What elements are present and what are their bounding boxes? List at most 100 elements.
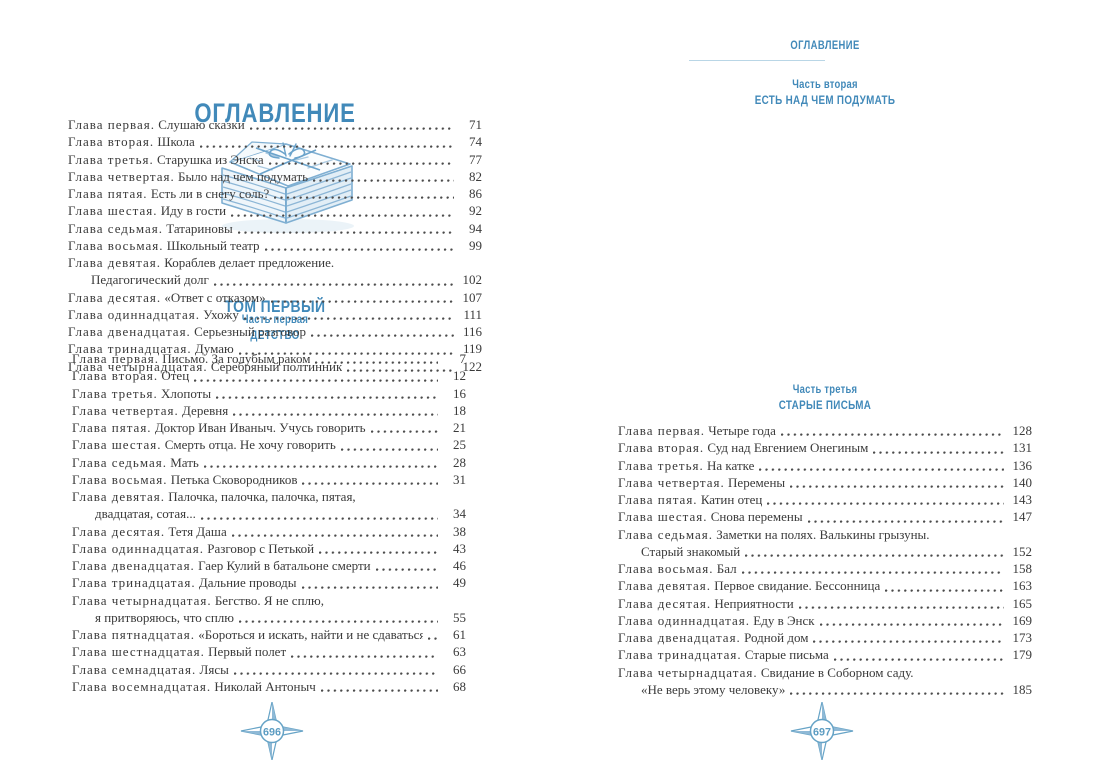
chapter-title: «Ответ с отказом» [161,289,266,305]
dot-leader [243,317,454,321]
dot-leader [264,248,454,252]
toc-entry-continuation-line: Старый знакомый 152 [618,543,1032,560]
toc-entry: Глава десятая. Неприятности 165 [618,595,1032,612]
toc-entry: Глава седьмая. Заметки на полях. Валькин… [618,526,1032,561]
toc-entry-line: Глава четвертая. Было над чем подумать 82 [68,168,482,185]
toc-entry-line: Глава седьмая. Мать 28 [72,454,466,471]
dot-leader [370,430,438,435]
toc-entry: Глава тринадцатая. Дальние проводы 49 [72,574,466,591]
dot-leader [311,334,454,339]
dot-leader [237,230,454,235]
chapter-label: Глава тринадцатая. [72,575,196,591]
dot-leader [301,585,438,590]
chapter-label: Глава восемнадцатая. [72,678,212,694]
toc-entry-line: Глава седьмая. Заметки на полях. Валькин… [618,526,1032,543]
toc-entry-line: Глава девятая. Первое свидание. Бессонни… [618,577,1032,594]
chapter-label: Глава двенадцатая. [72,558,195,573]
toc-entry-line: Глава пятая. Доктор Иван Иваныч. Учусь г… [72,419,466,436]
chapter-page-number: 66 [453,661,466,677]
toc-entry-line: Глава тринадцатая. Дальние проводы 49 [72,574,466,591]
right-folio-number: 697 [813,727,831,739]
dot-leader [807,519,1004,524]
dot-leader [759,467,1004,472]
chapter-page-number: 71 [469,117,482,132]
chapter-title: На катке [703,457,755,473]
toc-entry-line: Глава десятая. Тетя Даша 38 [72,523,466,540]
dot-leader [819,623,1004,627]
toc-main-title-text: ОГЛАВЛЕНИЕ [194,98,356,129]
toc-main-title: ОГЛАВЛЕНИЕ [0,98,550,129]
chapter-title: Бегство. Я не сплю, [211,592,324,608]
dot-leader [302,482,438,486]
chapter-title: Слушаю сказки [154,117,245,132]
chapter-title: Иду в гости [157,203,227,219]
toc-entry-line: Глава двенадцатая. Родной дом 173 [618,629,1032,646]
toc-entry: Глава одиннадцатая. Разговор с Петькой 43 [72,540,466,557]
chapter-page-number: 116 [462,324,482,339]
toc-entry-line: Глава четырнадцатая. Бегство. Я не сплю, [72,592,466,609]
dot-leader [213,282,454,287]
chapter-title: Суд над Евгением Онегиным [704,440,869,456]
chapter-title: Неприятности [711,595,794,611]
dot-leader [249,127,454,132]
chapter-page-number: 163 [1012,578,1033,594]
toc-entry: Глава пятая. Есть ли в снегу соль? 86 [68,185,482,202]
chapter-title: Петька Сковородников [167,471,298,487]
chapter-label: Глава седьмая. [618,526,713,542]
chapter-label: Глава шестая. [618,509,708,525]
toc-entry: Глава третья. Хлопоты 16 [72,385,466,402]
chapter-page-number: 82 [469,168,482,184]
chapter-label: Глава четырнадцатая. [68,358,208,374]
chapter-page-number: 43 [453,540,466,556]
dot-leader [347,368,454,373]
chapter-page-number: 119 [462,341,482,357]
chapter-page-number: 165 [1012,595,1033,611]
dot-leader [270,299,454,304]
chapter-label: Глава первая. [72,351,159,366]
chapter-title: Еду в Энск [750,612,815,628]
dot-leader [216,395,438,400]
toc-list-part-three: Глава первая. Четыре года 128 Глава вторая… [618,422,1032,698]
toc-entry: Глава вторая. Суд над Евгением Онегиным 1… [618,439,1032,456]
toc-entry-line: Глава шестая. Смерть отца. Не хочу говор… [72,436,466,453]
chapter-title-continued: я притворяюсь, что сплю [95,609,234,625]
toc-entry: Глава двенадцатая. Гаер Кулий в батальон… [72,557,466,574]
dot-leader [274,196,454,201]
right-page-number-ornament: 697 [789,701,855,765]
toc-entry-line: Глава девятая. Палочка, палочка, палочка… [72,488,466,505]
toc-entry: Глава третья. Старушка из Энска 77 [68,151,482,168]
dot-leader [199,144,454,149]
chapter-label: Глава восьмая. [618,561,714,576]
chapter-label: Глава седьмая. [68,220,163,236]
toc-entry-line: Глава шестая. Снова перемены 147 [618,508,1032,525]
toc-entry: Глава десятая. Тетя Даша 38 [72,523,466,540]
chapter-label: Глава первая. [68,117,155,132]
toc-entry-continuation-line: Педагогический долг 102 [68,271,482,288]
toc-entry-line: Глава шестнадцатая. Первый полет 63 [72,643,466,660]
toc-entry: Глава шестая. Иду в гости 92 [68,202,482,219]
chapter-label: Глава четвертая. [72,402,179,418]
toc-entry: Глава четвертая. Деревня 18 [72,402,466,419]
chapter-page-number: 128 [1012,423,1033,438]
toc-entry-line: Глава третья. Хлопоты 16 [72,385,466,402]
chapter-label: Глава пятая. [72,420,152,435]
toc-entry-line: Глава одиннадцатая. Разговор с Петькой 43 [72,540,466,557]
toc-entry-line: Глава десятая. «Ответ с отказом» 107 [68,289,482,306]
dot-leader [291,654,438,659]
chapter-label: Глава тринадцатая. [618,647,742,663]
chapter-page-number: 147 [1012,509,1033,525]
chapter-label: Глава восьмая. [72,471,168,487]
chapter-title: Четыре года [704,423,776,438]
toc-entry: Глава восьмая. Школьный театр 99 [68,237,482,254]
toc-entry-line: Глава восемнадцатая. Николай Антоныч 68 [72,678,466,695]
chapter-label: Глава двенадцатая. [618,630,741,645]
toc-entry: Глава девятая. Палочка, палочка, палочка… [72,488,466,523]
chapter-label: Глава десятая. [618,595,712,611]
toc-entry: Глава седьмая. Мать 28 [72,454,466,471]
chapter-label: Глава девятая. [618,578,711,594]
dot-leader [231,213,454,218]
chapter-page-number: 179 [1012,647,1033,663]
toc-entry-line: Глава десятая. Неприятности 165 [618,595,1032,612]
dot-leader [194,378,438,383]
chapter-label: Глава одиннадцатая. [618,612,751,628]
